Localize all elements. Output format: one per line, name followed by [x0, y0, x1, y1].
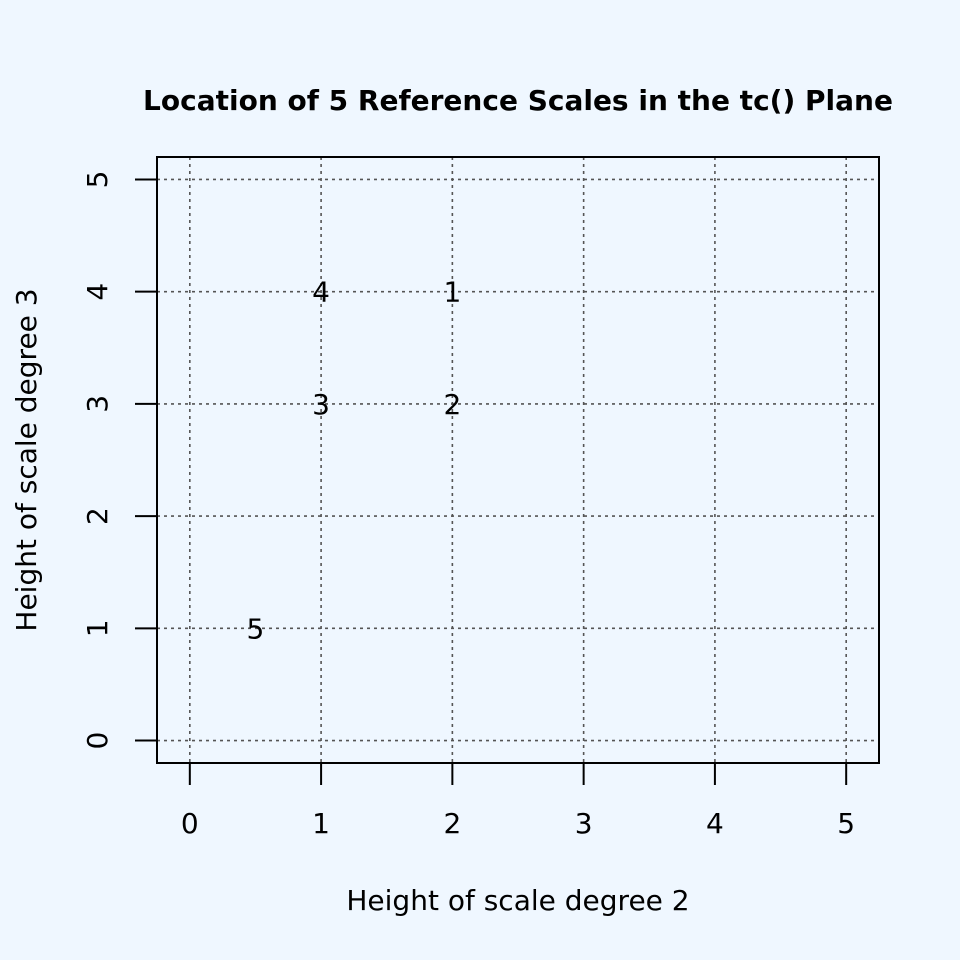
- data-point-4: 4: [312, 276, 330, 309]
- x-axis-label: Height of scale degree 2: [346, 884, 689, 917]
- x-tick-label-0: 0: [181, 807, 199, 840]
- x-tick-label-4: 4: [706, 807, 724, 840]
- grid: [157, 157, 879, 763]
- y-tick-label-5: 5: [81, 171, 114, 189]
- x-tick-label-1: 1: [312, 807, 330, 840]
- data-point-5: 5: [247, 612, 265, 645]
- y-axis: 0 1 2 3 4 5: [81, 171, 157, 750]
- y-tick-label-4: 4: [81, 283, 114, 301]
- x-tick-label-3: 3: [575, 807, 593, 840]
- chart-title: Location of 5 Reference Scales in the tc…: [143, 84, 893, 117]
- y-tick-label-2: 2: [81, 507, 114, 525]
- x-axis: 0 1 2 3 4 5: [181, 763, 855, 840]
- x-tick-label-5: 5: [837, 807, 855, 840]
- y-tick-label-0: 0: [81, 732, 114, 750]
- y-tick-label-3: 3: [81, 395, 114, 413]
- x-tick-label-2: 2: [443, 807, 461, 840]
- data-point-2: 2: [443, 388, 461, 421]
- y-axis-label: Height of scale degree 3: [10, 288, 43, 631]
- data-point-1: 1: [443, 276, 461, 309]
- plot-area: [156, 156, 880, 764]
- data-point-3: 3: [312, 388, 330, 421]
- data-points: 1 2 3 4 5: [247, 276, 462, 646]
- y-tick-label-1: 1: [81, 619, 114, 637]
